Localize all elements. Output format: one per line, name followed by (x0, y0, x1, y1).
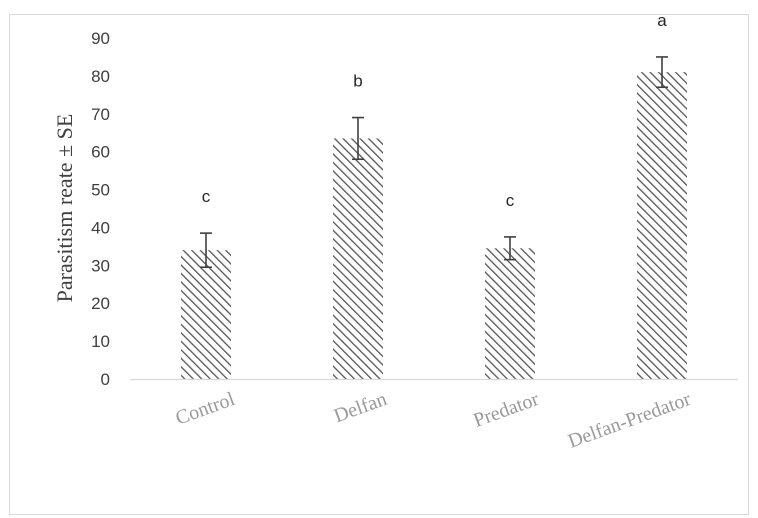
significance-letter: b (353, 72, 362, 91)
bar (333, 138, 383, 379)
significance-letter: c (506, 191, 515, 210)
bar (485, 248, 535, 379)
y-tick-label: 0 (101, 370, 110, 389)
y-tick-label: 10 (91, 332, 110, 351)
y-tick-label: 70 (91, 105, 110, 124)
y-tick-label: 90 (91, 29, 110, 48)
y-tick-label: 40 (91, 218, 110, 237)
bar (637, 72, 687, 379)
significance-letter: a (657, 11, 667, 30)
y-axis-label: Parasitism reate ± SE (52, 114, 77, 303)
error-bar (200, 232, 212, 269)
y-tick-label: 50 (91, 181, 110, 200)
bar (181, 250, 231, 379)
y-tick-label: 20 (91, 294, 110, 313)
bars: c b c a (181, 11, 687, 379)
error-bar (352, 116, 364, 161)
y-tick-label: 80 (91, 67, 110, 86)
y-axis-ticks: 0 10 20 30 40 50 60 70 80 90 (91, 29, 110, 389)
error-bar (656, 56, 668, 89)
significance-letter: c (202, 187, 211, 206)
y-tick-label: 60 (91, 143, 110, 162)
error-bar (504, 236, 516, 261)
y-tick-label: 30 (91, 256, 110, 275)
